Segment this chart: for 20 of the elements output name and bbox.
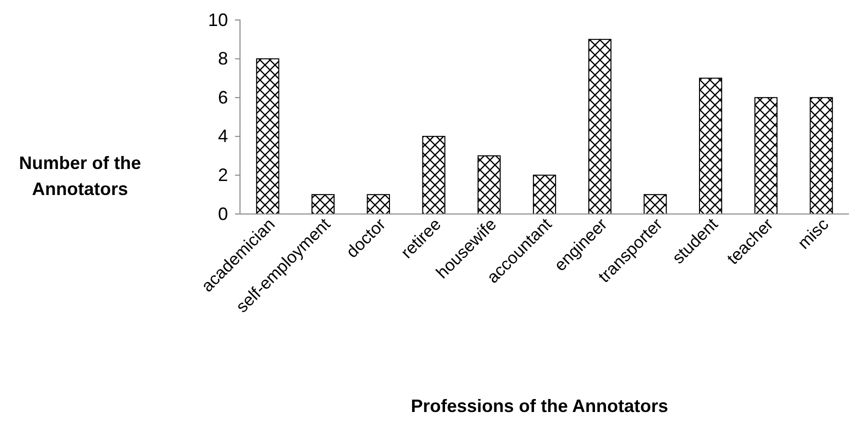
x-tick-label: misc [794, 214, 833, 253]
bar [366, 194, 390, 214]
y-tick-label: 2 [218, 164, 228, 185]
bar [478, 155, 501, 214]
bar [256, 58, 280, 214]
y-axis-title: Number of the Annotators [18, 153, 142, 199]
y-tick-label: 0 [218, 204, 228, 224]
bar [532, 174, 556, 214]
y-tick-label: 8 [218, 48, 228, 69]
bar [699, 78, 722, 214]
y-tick-label: 6 [218, 87, 228, 108]
y-tick-label: 10 [208, 10, 228, 30]
bar [311, 194, 335, 214]
bar [810, 97, 833, 214]
bar [422, 136, 446, 214]
bar [588, 38, 612, 214]
y-tick-label: 4 [218, 126, 228, 146]
bar [754, 97, 778, 214]
bar [644, 194, 667, 214]
x-axis-title: Professions of the Annotators [410, 396, 668, 416]
